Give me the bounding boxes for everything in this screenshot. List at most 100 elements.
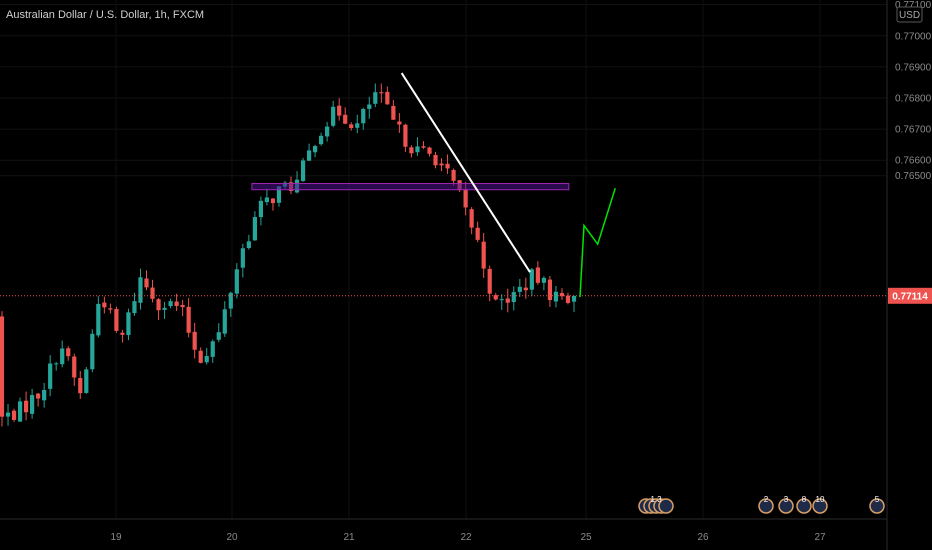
candle-body bbox=[186, 306, 191, 333]
candle-body bbox=[144, 278, 149, 288]
economic-event-icon[interactable] bbox=[796, 498, 812, 514]
candle-body bbox=[5, 412, 11, 417]
candle-body bbox=[451, 169, 456, 181]
candle-body bbox=[312, 145, 318, 153]
events-layer[interactable]: 1 3 2 3 8 10 5 bbox=[638, 495, 885, 514]
candle-body bbox=[571, 295, 577, 302]
candle-body bbox=[349, 124, 354, 129]
candle-body bbox=[36, 393, 41, 399]
economic-event-icon[interactable] bbox=[778, 498, 794, 514]
currency-label: USD bbox=[899, 10, 920, 21]
candle-body bbox=[180, 304, 185, 308]
y-tick-label: 0.77000 bbox=[895, 31, 932, 42]
x-tick-label: 20 bbox=[226, 532, 238, 543]
candle-body bbox=[114, 308, 119, 331]
candle-body bbox=[559, 293, 565, 297]
candle-body bbox=[481, 241, 486, 269]
economic-event-count: 10 bbox=[816, 495, 825, 504]
candle-body bbox=[78, 378, 83, 394]
x-tick-label: 22 bbox=[460, 532, 472, 543]
candle-body bbox=[0, 316, 5, 417]
candle-body bbox=[90, 333, 95, 370]
x-axis-layer: 19 20 21 22 25 26 27 bbox=[110, 532, 826, 543]
candle-body bbox=[198, 350, 203, 363]
candle-body bbox=[331, 106, 336, 126]
resistance-zone[interactable] bbox=[251, 183, 570, 191]
candle-body bbox=[475, 227, 480, 240]
economic-event-count: 8 bbox=[802, 495, 807, 504]
candle-body bbox=[42, 390, 47, 401]
candle-body bbox=[96, 303, 101, 336]
y-tick-label: 0.76700 bbox=[895, 125, 932, 136]
candle-body bbox=[409, 147, 414, 154]
candle-body bbox=[373, 92, 378, 104]
candle-body bbox=[240, 248, 245, 268]
candle-body bbox=[397, 121, 402, 125]
economic-event-icon[interactable] bbox=[758, 498, 774, 514]
y-tick-label: 0.76500 bbox=[895, 171, 932, 182]
candle-body bbox=[210, 341, 215, 357]
candle-body bbox=[222, 309, 227, 334]
y-tick-label: 0.76600 bbox=[895, 156, 932, 167]
candle-body bbox=[162, 307, 167, 310]
candle-body bbox=[487, 268, 492, 294]
candle-body bbox=[138, 277, 143, 303]
y-tick-label: 0.77100 bbox=[895, 0, 932, 11]
candle-body bbox=[264, 197, 270, 203]
candle-body bbox=[517, 286, 522, 292]
x-tick-label: 21 bbox=[343, 532, 355, 543]
y-tick-label: 0.76900 bbox=[895, 62, 932, 73]
candle-body bbox=[535, 267, 540, 283]
candle-body bbox=[246, 241, 251, 248]
economic-event-icon[interactable] bbox=[658, 498, 674, 514]
candle-body bbox=[385, 91, 390, 105]
candle-body bbox=[439, 163, 444, 166]
chart-title: Australian Dollar / U.S. Dollar, 1h, FXC… bbox=[6, 9, 204, 21]
candle-body bbox=[361, 109, 366, 124]
candle-body bbox=[126, 312, 131, 336]
candle-body bbox=[529, 269, 534, 290]
candle-body bbox=[433, 155, 438, 166]
candle-body bbox=[300, 160, 306, 181]
candle-body bbox=[463, 189, 468, 208]
candle-body bbox=[469, 209, 474, 228]
economic-event-icon[interactable] bbox=[812, 498, 828, 514]
candle-body bbox=[23, 400, 29, 413]
candle-body bbox=[30, 395, 35, 414]
candle-body bbox=[228, 292, 233, 309]
currency-button[interactable] bbox=[896, 6, 923, 23]
candle-body bbox=[276, 186, 282, 203]
economic-event-icon[interactable] bbox=[869, 498, 885, 514]
economic-event-count: 2 bbox=[764, 495, 769, 504]
candle-body bbox=[192, 331, 197, 350]
candle-body bbox=[367, 104, 372, 109]
descending-trendline[interactable] bbox=[400, 72, 531, 273]
projection-path[interactable] bbox=[579, 187, 616, 298]
candle-body bbox=[421, 146, 426, 148]
candle-body bbox=[511, 292, 516, 303]
candle-body bbox=[17, 401, 23, 422]
candle-body bbox=[415, 146, 420, 153]
candle-body bbox=[270, 198, 276, 204]
candle-body bbox=[553, 291, 559, 302]
candle-body bbox=[11, 410, 17, 420]
candle-body bbox=[48, 363, 53, 389]
candle-body bbox=[445, 163, 450, 169]
candle-body bbox=[258, 200, 264, 218]
candle-body bbox=[319, 135, 324, 145]
candle-body bbox=[337, 105, 342, 116]
current-price-badge bbox=[888, 287, 932, 304]
candle-body bbox=[403, 124, 408, 147]
candle-body bbox=[72, 356, 77, 378]
candle-body bbox=[493, 295, 498, 300]
candle-body bbox=[541, 277, 546, 283]
candle-body bbox=[204, 356, 209, 363]
candle-body bbox=[54, 363, 59, 365]
y-axis-layer: 0.76500 0.76600 0.76700 0.76800 0.76900 0.770… bbox=[895, 0, 932, 182]
candle-body bbox=[150, 287, 155, 299]
candle-body bbox=[391, 105, 396, 120]
candle-body bbox=[234, 269, 239, 294]
candle-body bbox=[84, 369, 89, 393]
candle-body bbox=[355, 123, 360, 128]
